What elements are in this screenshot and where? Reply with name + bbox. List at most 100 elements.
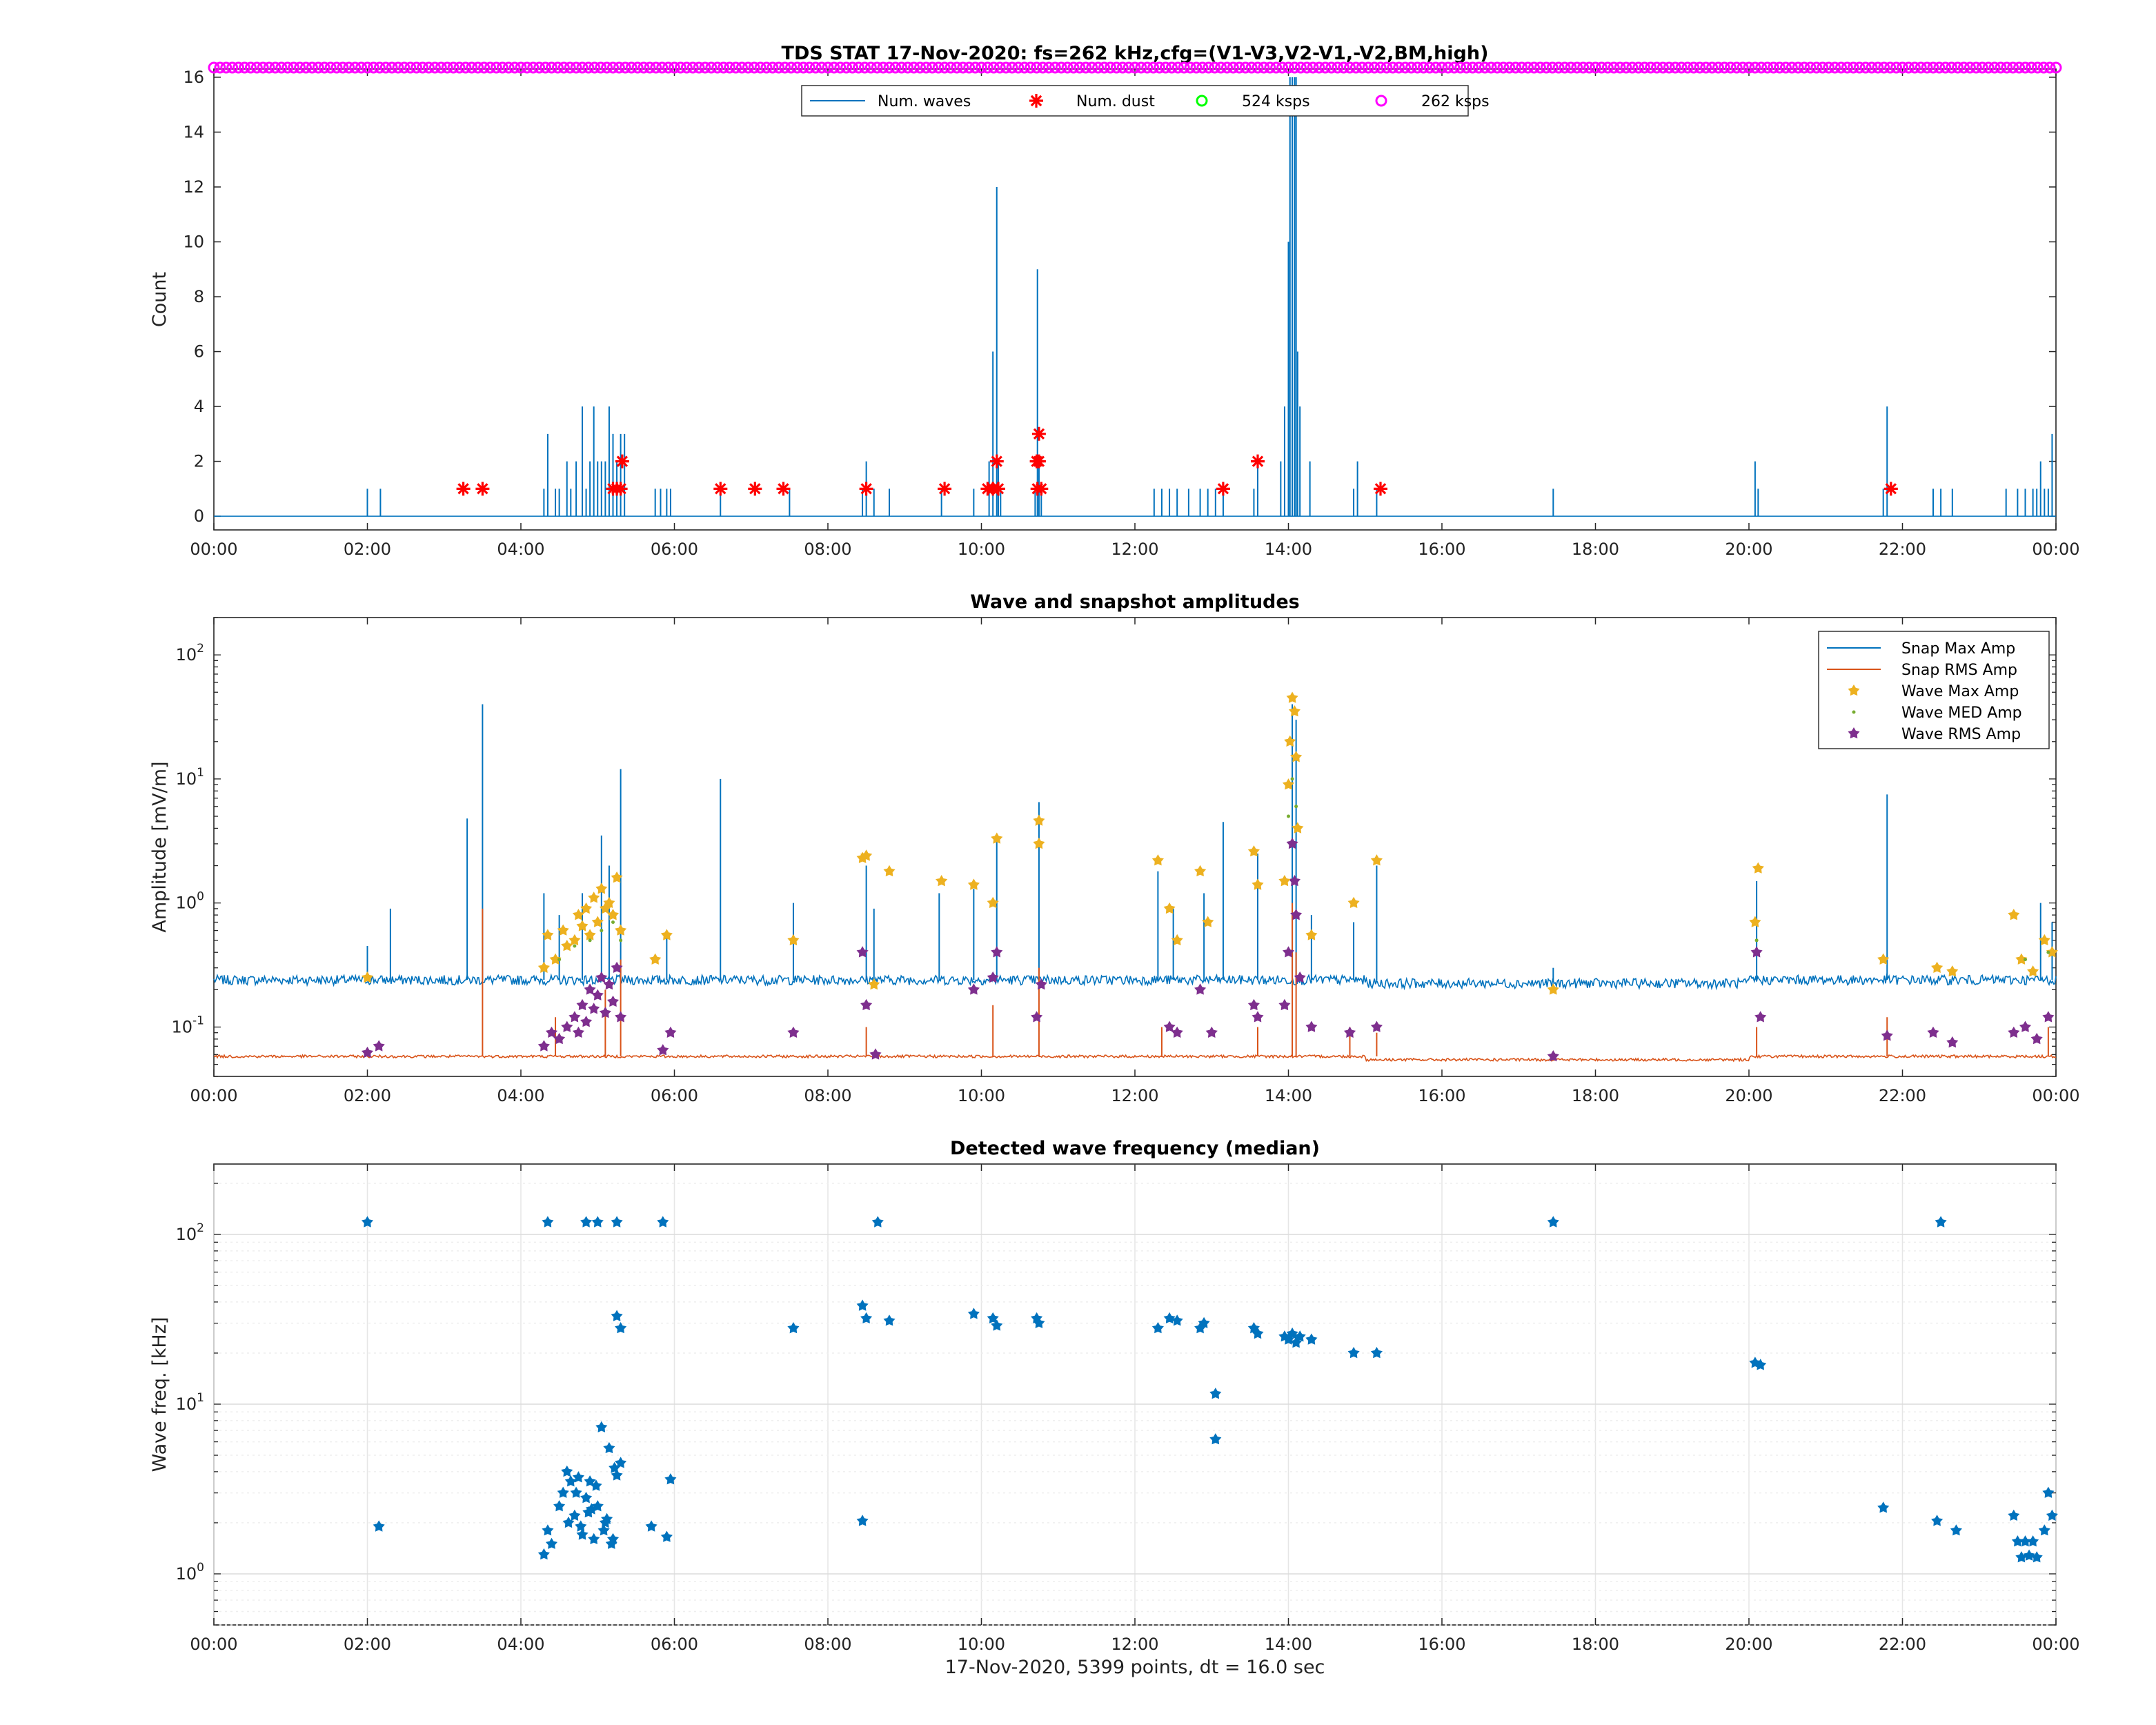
ksps262-marker [1964,61,1976,74]
ksps262-marker [1430,61,1442,74]
ksps262-marker [1374,61,1387,74]
wave-rms-marker [1750,946,1763,958]
ksps262-marker [871,61,883,74]
wave-max-marker [649,953,662,965]
ksps262-marker [1393,61,1405,74]
x-tick-label: 22:00 [1879,1635,1926,1654]
ksps262-marker [484,61,496,74]
frequency-marker [542,1524,554,1536]
ksps262-marker [601,61,613,74]
ksps262-marker [1338,61,1350,74]
wave-med-marker [1294,805,1298,809]
wave-max-marker [603,896,615,909]
ksps262-marker [576,61,589,74]
frequency-marker [883,1314,896,1326]
wave-max-marker [1278,874,1291,887]
ksps262-marker [1485,61,1497,74]
ksps262-marker [496,61,508,74]
ksps262-marker [1810,61,1823,74]
ksps262-marker [1847,61,1859,74]
ksps262-marker [546,61,557,74]
ksps262-marker [2019,61,2031,74]
ksps262-marker [1958,61,1970,74]
ksps262-marker [1074,61,1086,74]
frequency-marker [585,1503,597,1515]
frequency-marker [2046,1509,2058,1521]
ksps262-marker [1853,61,1866,74]
ksps262-marker [1215,61,1227,74]
ksps262-marker [1915,61,1927,74]
frequency-marker [597,1524,610,1536]
ksps262-marker [1049,61,1061,74]
ksps262-marker [1841,61,1853,74]
frequency-marker [1347,1347,1360,1359]
x-tick-label: 10:00 [958,1086,1005,1105]
x-tick-label: 00:00 [190,540,237,559]
ksps262-marker [926,61,938,74]
ksps262-marker [1497,61,1510,74]
ksps262-marker [1283,61,1294,74]
wave-rms-marker [561,1021,573,1032]
wave-rms-marker [588,1003,600,1014]
ksps262-marker [1184,61,1196,74]
wave-rms-marker [2042,1011,2055,1023]
wave-rms-marker [545,1026,558,1038]
frequency-marker [660,1530,673,1542]
ksps262-marker [1104,61,1116,74]
x-tick-label: 20:00 [1725,1635,1772,1654]
frequency-marker [2027,1535,2039,1547]
ksps262-marker [1055,61,1067,74]
wave-rms-marker [2019,1021,2032,1032]
wave-med-marker [600,929,604,933]
wave-max-marker [580,902,593,914]
ksps262-marker [1786,61,1798,74]
wave-rms-marker [1035,978,1047,990]
x-tick-label: 22:00 [1879,1086,1926,1105]
wave-max-marker [361,971,374,983]
wave-med-marker [573,944,577,948]
legend-label: Snap RMS Amp [1901,662,2017,679]
ksps262-marker [1288,61,1300,74]
ksps262-marker [1196,61,1209,74]
ksps262-marker [1368,61,1381,74]
frequency-marker [580,1216,593,1228]
ksps262-marker [1135,61,1147,74]
wave-max-marker [557,924,569,936]
frequency-marker [1950,1524,1962,1536]
frequency-marker [1754,1359,1767,1370]
dust-marker [456,482,471,496]
wave-med-marker [588,938,592,943]
ksps262-marker [1233,61,1245,74]
count-panel: 00:00 02:00 04:00 06:00 08:00 10:00 12:00 14:00… [149,43,2080,559]
ksps262-marker [386,61,398,74]
ksps262-marker [257,61,269,74]
ksps262-marker [392,61,404,74]
y-tick-label: 101 [176,766,204,789]
ksps262-marker [718,61,730,74]
wave-med-marker [611,920,615,925]
wave-max-marker [967,878,980,890]
y-tick-label: 100 [176,890,204,913]
legend-swatch-524 [1196,95,1208,107]
plot-area [213,617,2057,1077]
ksps262-marker [1835,61,1847,74]
wave-rms-marker [1282,946,1295,958]
ksps262-marker [1571,61,1583,74]
wave-max-marker [2008,909,2020,920]
frequency-marker [595,1421,608,1432]
ksps262-marker [2050,61,2062,74]
wave-max-marker [1370,854,1383,866]
ksps262-marker [1092,61,1105,74]
wave-rms-marker [572,1026,584,1038]
ksps262-marker [540,61,552,74]
ksps262-marker [1921,61,1933,74]
ksps262-marker [1411,61,1423,74]
ksps262-marker [1817,61,1829,74]
ksps262-marker [441,61,453,74]
wave-rms-marker [1205,1026,1218,1038]
ksps262-marker [417,61,429,74]
frequency-marker [557,1486,569,1498]
wave-max-marker [1749,916,1761,927]
wave-rms-marker [787,1026,800,1038]
ksps262-marker [938,61,951,74]
